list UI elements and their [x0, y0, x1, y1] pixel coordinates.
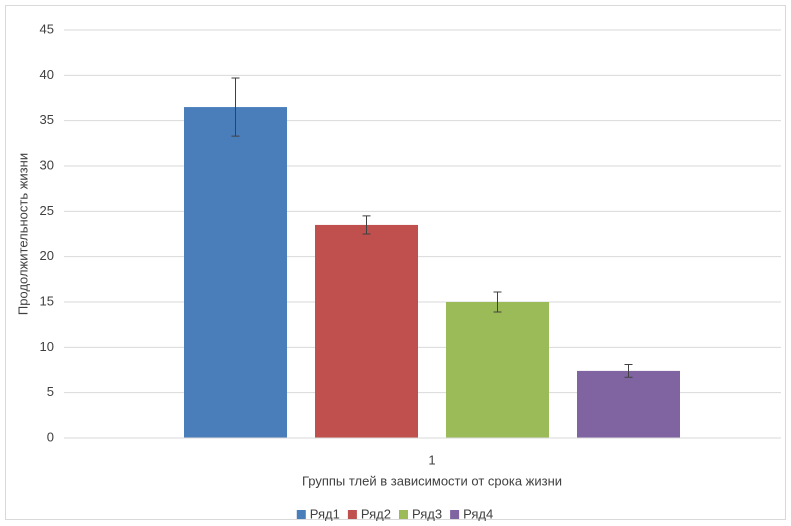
x-axis-title: Группы тлей в зависимости от срока жизни: [302, 473, 562, 488]
y-tick-label: 40: [40, 67, 54, 82]
y-tick-label: 0: [47, 429, 54, 444]
legend-swatch: [296, 510, 306, 519]
y-tick-label: 5: [47, 384, 54, 399]
legend-swatch: [399, 510, 408, 519]
legend-label: Ряд4: [463, 506, 493, 521]
bar: [446, 302, 549, 438]
y-tick-label: 25: [40, 203, 54, 218]
y-tick-label: 35: [40, 112, 54, 127]
y-tick-label: 30: [40, 157, 54, 172]
bar: [577, 370, 680, 438]
bar: [184, 107, 287, 439]
legend-swatch: [450, 510, 460, 519]
bar: [315, 224, 418, 438]
y-tick-label: 10: [40, 339, 54, 354]
error-bar: [362, 215, 371, 235]
error-bar: [231, 77, 240, 137]
legend-label: Ряд2: [361, 506, 391, 521]
x-tick-label: 1: [428, 452, 435, 467]
error-bar: [624, 364, 633, 378]
legend-label: Ряд3: [412, 506, 442, 521]
y-tick-label: 15: [40, 293, 54, 308]
legend-swatch: [347, 510, 357, 519]
y-tick-label: 20: [40, 248, 54, 263]
y-axis-title: Продолжительность жизни: [15, 153, 30, 315]
legend-label: Ряд1: [310, 506, 340, 521]
y-tick-label: 45: [40, 21, 54, 36]
error-bar: [493, 291, 502, 313]
